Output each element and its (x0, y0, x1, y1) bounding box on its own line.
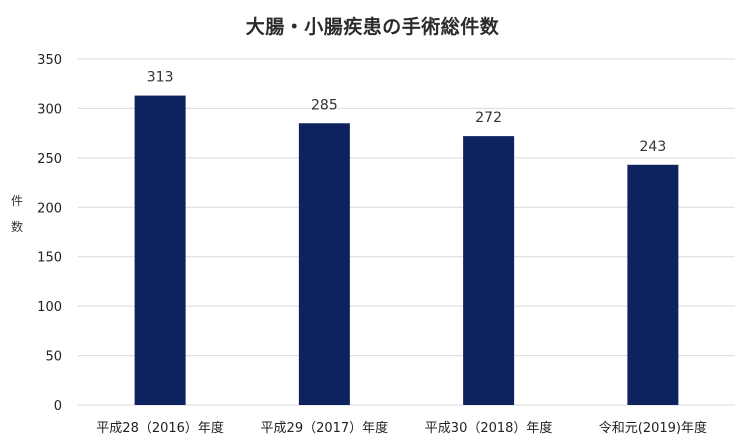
y-tick-label: 300 (37, 102, 62, 117)
x-tick-label: 平成29（2017）年度 (261, 420, 389, 436)
y-axis-label: 件数 (10, 194, 23, 234)
y-tick-label: 350 (37, 53, 62, 68)
data-label: 313 (147, 70, 174, 86)
x-tick-label: 令和元(2019)年度 (599, 420, 707, 436)
chart-title: 大腸・小腸疾患の手術総件数 (245, 16, 500, 38)
data-label: 243 (640, 139, 667, 155)
y-tick-label: 100 (37, 300, 62, 315)
y-tick-label: 0 (54, 399, 62, 414)
bar (298, 123, 350, 405)
bar (627, 164, 679, 405)
x-tick-label: 平成28（2016）年度 (96, 420, 224, 436)
bar (463, 136, 515, 405)
y-tick-label: 150 (37, 251, 62, 266)
y-tick-label: 250 (37, 152, 62, 167)
y-tick-label: 50 (45, 350, 62, 365)
bar (134, 95, 186, 405)
x-tick-label: 平成30（2018）年度 (425, 420, 553, 436)
y-tick-label: 200 (37, 201, 62, 216)
data-label: 272 (475, 110, 502, 126)
data-label: 285 (311, 97, 338, 113)
